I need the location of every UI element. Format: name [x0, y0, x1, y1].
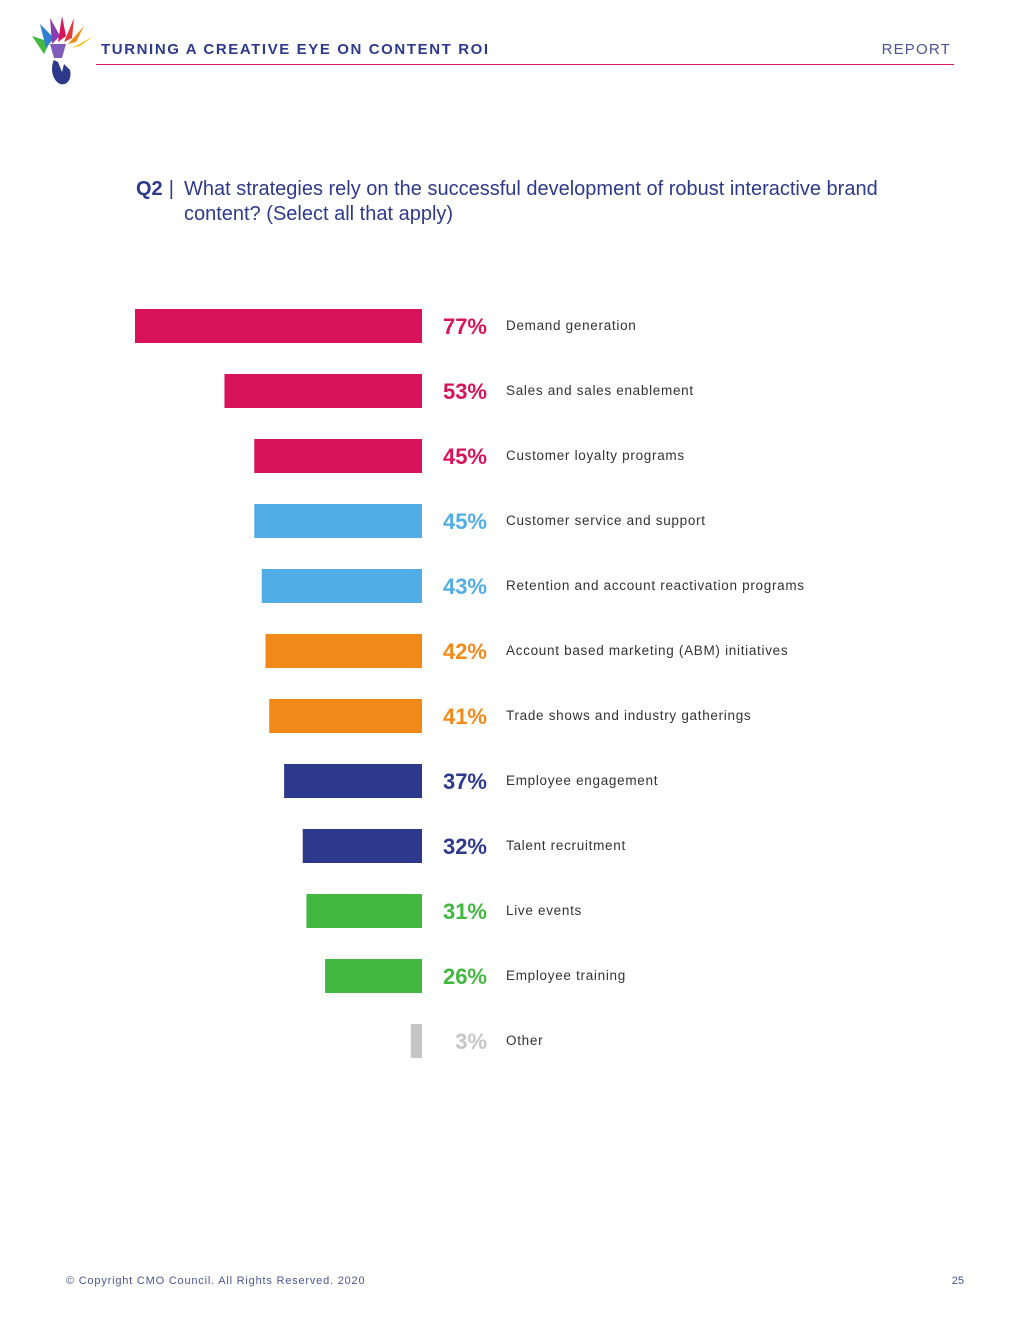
bar-8: [302, 829, 422, 863]
category-label: Sales and sales enablement: [506, 383, 694, 398]
question-heading: Q2 | What strategies rely on the successf…: [136, 177, 896, 227]
report-series-title: TURNING A CREATIVE EYE ON CONTENT ROI: [101, 41, 490, 58]
question-text: What strategies rely on the successful d…: [184, 178, 878, 225]
bar-value-label: 37%: [443, 769, 487, 794]
bar-3: [254, 504, 422, 538]
category-label: Retention and account reactivation progr…: [506, 578, 805, 593]
bar-0: [135, 309, 422, 343]
bar-value-label: 26%: [443, 964, 487, 989]
report-label: REPORT: [881, 41, 951, 58]
bar-value-label: 77%: [443, 314, 487, 339]
category-label: Demand generation: [506, 318, 636, 333]
question-separator: |: [168, 178, 174, 200]
category-label: Trade shows and industry gatherings: [506, 708, 751, 723]
copyright-notice: © Copyright CMO Council. All Rights Rese…: [66, 1275, 366, 1287]
bar-4: [261, 569, 422, 603]
bar-value-label: 3%: [455, 1029, 487, 1054]
bar-value-label: 41%: [443, 704, 487, 729]
bar-11: [410, 1024, 422, 1058]
question-number: Q2: [136, 178, 163, 200]
bar-value-label: 53%: [443, 379, 487, 404]
category-label: Account based marketing (ABM) initiative…: [506, 643, 788, 658]
category-label: Live events: [506, 903, 582, 918]
category-label: Employee engagement: [506, 773, 658, 788]
bar-1: [224, 374, 422, 408]
bar-value-label: 32%: [443, 834, 487, 859]
bar-10: [325, 959, 422, 993]
category-label: Other: [506, 1033, 543, 1048]
bar-value-label: 31%: [443, 899, 487, 924]
bar-value-label: 45%: [443, 444, 487, 469]
bar-6: [269, 699, 422, 733]
category-label: Customer service and support: [506, 513, 706, 528]
bar-value-label: 42%: [443, 639, 487, 664]
bar-9: [306, 894, 422, 928]
category-label: Customer loyalty programs: [506, 448, 685, 463]
bar-value-label: 43%: [443, 574, 487, 599]
bar-7: [284, 764, 422, 798]
category-label: Employee training: [506, 968, 626, 983]
bar-2: [254, 439, 422, 473]
bar-value-label: 45%: [443, 509, 487, 534]
page-number: 25: [951, 1275, 964, 1287]
header-divider: [96, 64, 954, 65]
bar-5: [265, 634, 422, 668]
cmo-council-logo-icon: [32, 16, 94, 85]
category-label: Talent recruitment: [506, 838, 626, 853]
